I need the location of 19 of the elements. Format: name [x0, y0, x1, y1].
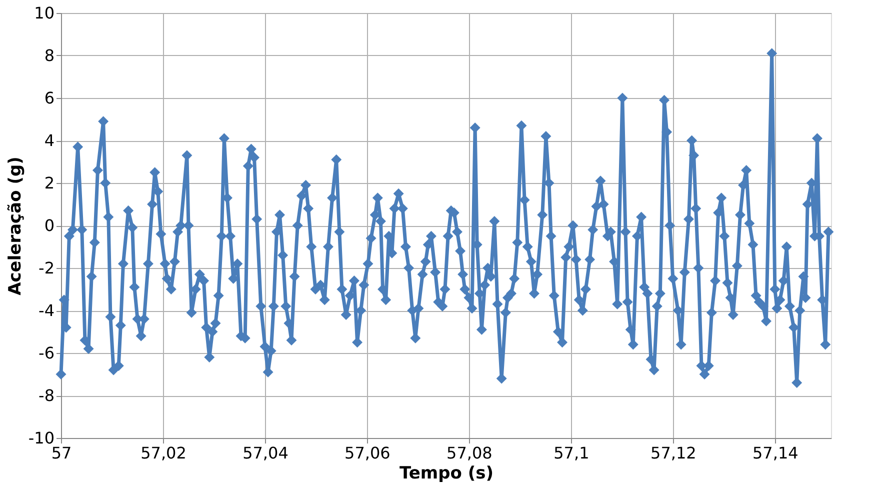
y-tick-label: -6 [38, 344, 54, 362]
y-tick-label: 0 [44, 216, 54, 235]
x-tick-label: 57,06 [344, 444, 390, 462]
x-tick-label: 57,14 [752, 444, 798, 462]
y-tick-label: 10 [34, 4, 54, 22]
x-axis-title: Tempo (s) [399, 464, 494, 484]
y-tick-label: -8 [38, 386, 54, 405]
x-tick-label: 57,04 [242, 444, 288, 462]
x-tick-label: 57,02 [140, 444, 186, 462]
y-tick-label: -2 [38, 258, 54, 278]
y-tick-label: 4 [44, 131, 54, 150]
x-tick-label: 57,12 [650, 444, 696, 462]
x-tick-label: 57,1 [554, 444, 590, 462]
y-tick-label: 2 [44, 174, 54, 192]
x-tick-label: 57,08 [446, 444, 492, 462]
y-axis-title: Aceleração (g) [5, 156, 26, 296]
y-tick-label: -4 [38, 301, 54, 320]
y-tick-label: 6 [44, 88, 54, 108]
y-tick-label: 8 [44, 46, 54, 65]
